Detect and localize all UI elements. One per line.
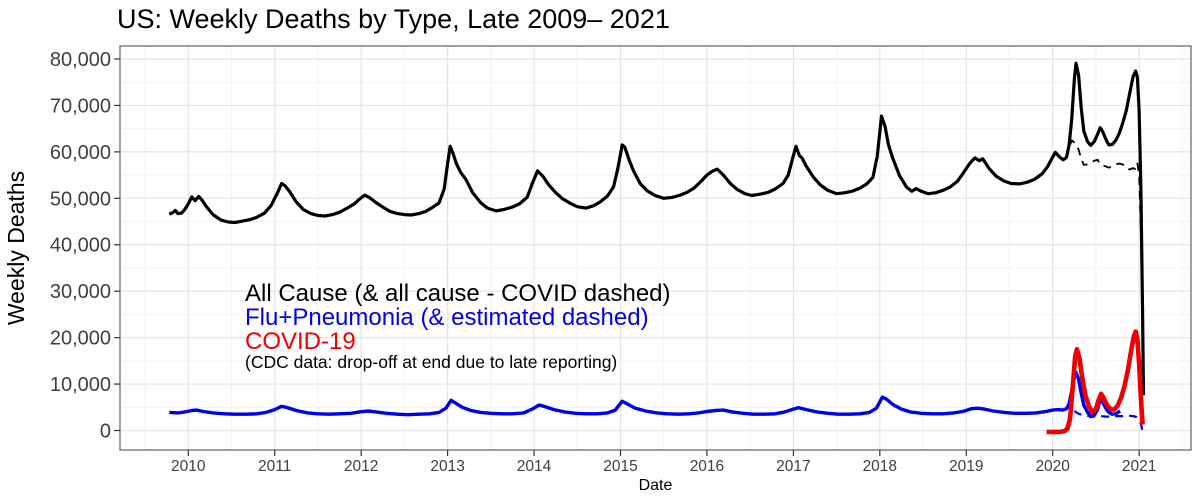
series-all-cause-minus-covid-dashed- xyxy=(1065,139,1145,402)
x-tick-label: 2019 xyxy=(949,458,983,475)
x-tick-label: 2012 xyxy=(344,458,378,475)
y-axis-title: Weekly Deaths xyxy=(3,170,29,326)
y-tick-label: 50,000 xyxy=(50,188,111,210)
x-tick-label: 2015 xyxy=(603,458,637,475)
x-tick-label: 2013 xyxy=(430,458,464,475)
x-tick-label: 2016 xyxy=(690,458,724,475)
y-tick-label: 30,000 xyxy=(50,281,111,303)
x-tick-label: 2014 xyxy=(517,458,552,475)
series-all-cause xyxy=(168,61,1146,396)
legend-annotation-flu-pneumonia: Flu+Pneumonia (& estimated dashed) xyxy=(245,304,649,331)
x-tick-label: 2010 xyxy=(171,458,206,475)
x-tick-label: 2011 xyxy=(258,458,291,475)
y-tick-label: 10,000 xyxy=(50,374,111,396)
series-covid-19 xyxy=(1046,329,1145,435)
panel-border xyxy=(119,45,1192,451)
legend-annotation-covid19: COVID-19 xyxy=(245,328,356,355)
legend-annotation-cdc-note: (CDC data: drop-off at end due to late r… xyxy=(245,352,618,372)
y-tick-label: 70,000 xyxy=(50,95,111,117)
y-tick-label: 60,000 xyxy=(50,142,111,164)
y-tick-label: 40,000 xyxy=(50,235,111,257)
panel-background xyxy=(120,46,1191,450)
y-tick-label: 20,000 xyxy=(50,328,111,350)
x-tick-label: 2020 xyxy=(1035,458,1070,475)
series-flu-pneumonia xyxy=(169,370,1122,419)
x-tick-label: 2021 xyxy=(1122,458,1156,475)
x-axis-title: Date xyxy=(638,477,673,494)
chart-title: US: Weekly Deaths by Type, Late 2009– 20… xyxy=(117,4,670,34)
x-tick-label: 2017 xyxy=(776,458,810,475)
y-tick-label: 0 xyxy=(100,420,111,442)
legend-annotation-all-cause: All Cause (& all cause - COVID dashed) xyxy=(245,280,671,307)
y-tick-label: 80,000 xyxy=(50,49,111,71)
x-tick-label: 2018 xyxy=(863,458,897,475)
